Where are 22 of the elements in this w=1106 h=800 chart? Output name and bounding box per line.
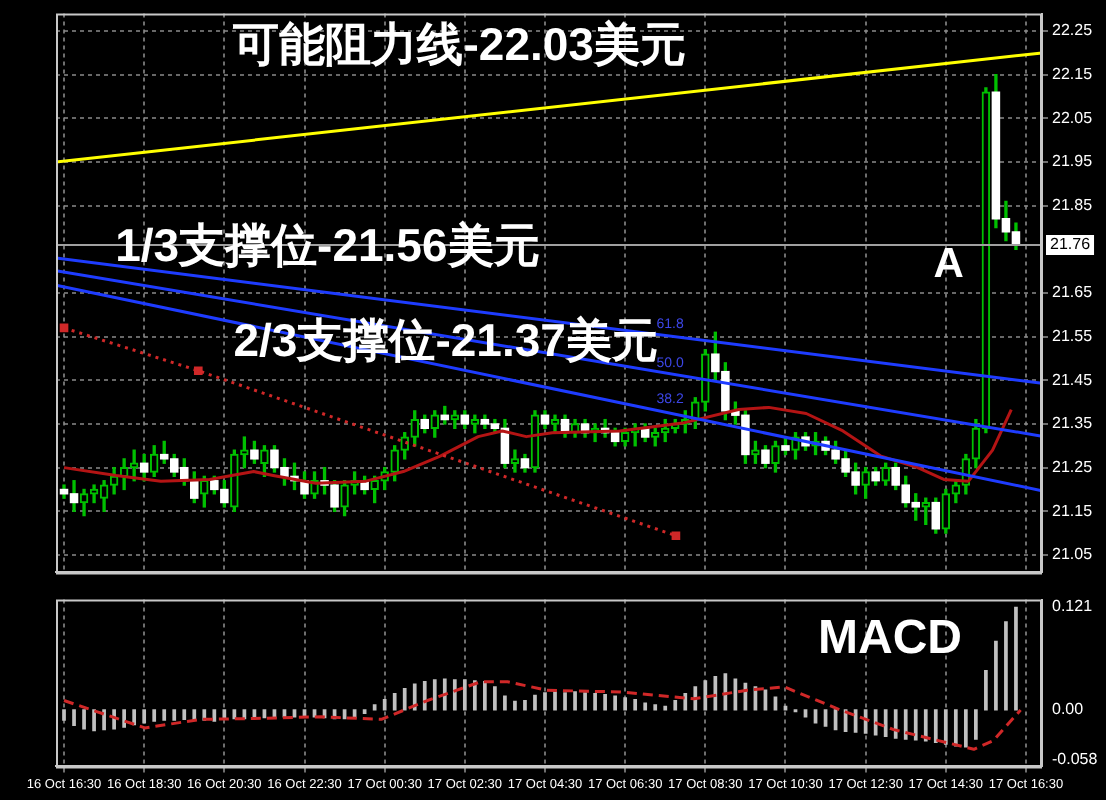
y-tick-label: 0.121: [1052, 596, 1094, 615]
y-tick-label: 22.15: [1052, 65, 1094, 84]
y-tick-label: 22.05: [1052, 108, 1094, 127]
y-tick-label: -0.058: [1052, 749, 1099, 768]
candlestick: [260, 445, 269, 478]
annotation: 可能阻力线-22.03美元: [231, 17, 686, 70]
chart-title: MACD: [818, 610, 962, 665]
candlestick: [771, 440, 780, 473]
y-tick-label: 21.15: [1052, 501, 1094, 520]
y-tick-label: 22.25: [1052, 21, 1094, 40]
ref-line-label: 21.76: [1050, 235, 1092, 254]
y-tick-label: 21.65: [1052, 283, 1094, 302]
y-tick-label: 0.00: [1052, 700, 1085, 719]
candlestick: [340, 480, 349, 517]
y-tick-label: 21.35: [1052, 414, 1094, 433]
annotation: A: [933, 240, 964, 287]
y-tick-label: 21.45: [1052, 370, 1094, 389]
y-tick-label: 21.95: [1052, 152, 1094, 171]
y-tick-label: 21.25: [1052, 458, 1094, 477]
y-tick-label: 21.55: [1052, 327, 1094, 346]
y-tick-label: 21.05: [1052, 545, 1094, 564]
y-tick-label: 21.85: [1052, 196, 1094, 215]
